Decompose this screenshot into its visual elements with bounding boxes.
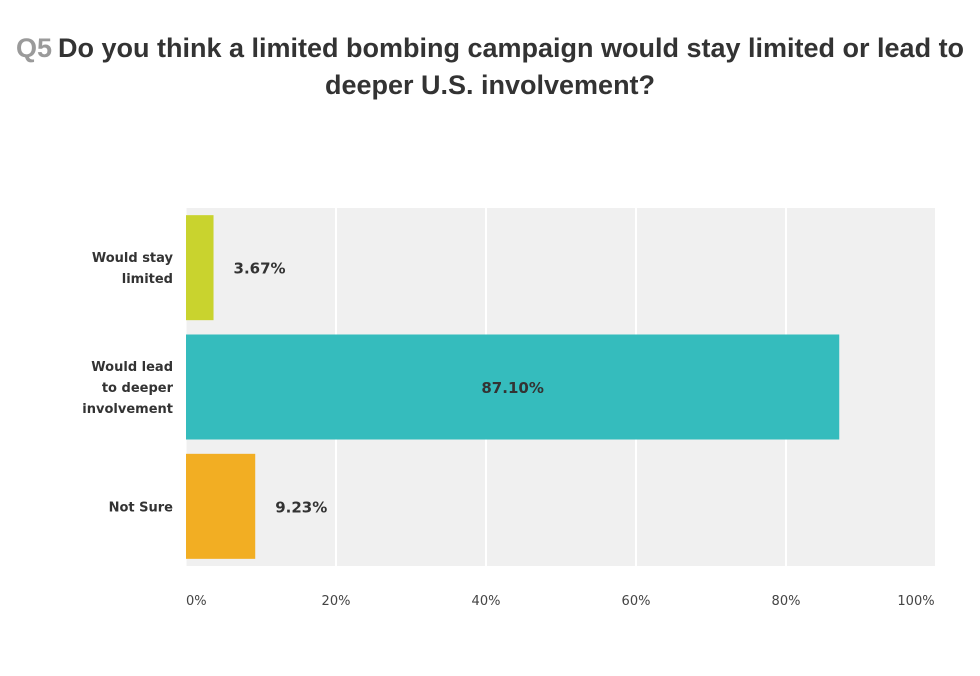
category-label-0: Would stay limited — [92, 251, 174, 287]
category-label-line: to deeper — [102, 381, 174, 396]
x-tick-label-5: 100% — [897, 594, 934, 609]
x-tick-label-1: 20% — [322, 594, 351, 609]
bar-0 — [186, 215, 214, 321]
category-label-line: Would lead — [91, 360, 173, 375]
chart-title: Q5 Do you think a limited bombing campaig… — [0, 30, 980, 104]
x-tick-label-2: 40% — [472, 594, 501, 609]
value-label-2: 9.23% — [275, 498, 327, 516]
value-label-1: 87.10% — [481, 379, 543, 397]
bar-2 — [186, 453, 256, 559]
x-tick-label-3: 60% — [622, 594, 651, 609]
x-tick-label-4: 80% — [772, 594, 801, 609]
category-label-line: Would stay — [92, 251, 174, 266]
bar-1 — [186, 334, 840, 440]
question-text: Do you think a limited bombing campaign … — [57, 33, 965, 100]
category-label-1: Would lead to deeper involvement — [82, 360, 173, 417]
category-label-2: Not Sure — [109, 500, 174, 515]
question-number: Q5 — [15, 33, 52, 63]
value-label-0: 3.67% — [234, 260, 286, 278]
category-label-line: Not Sure — [109, 500, 174, 515]
category-label-line: limited — [122, 272, 173, 287]
category-label-line: involvement — [82, 402, 173, 417]
x-tick-label-0: 0% — [186, 594, 207, 609]
